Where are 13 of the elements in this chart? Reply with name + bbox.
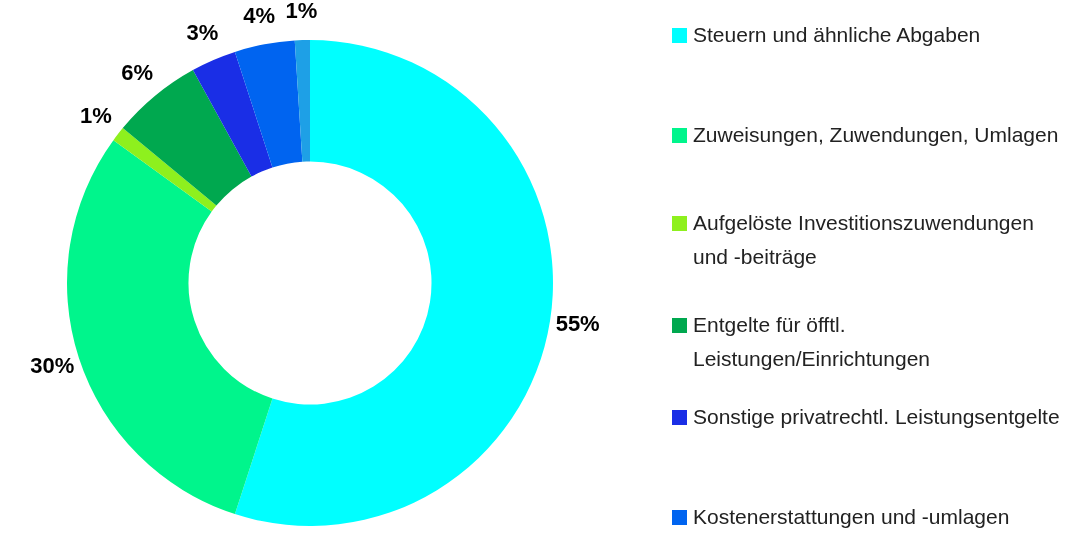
legend-label: Zuweisungen, Zuwendungen, Umlagen — [693, 123, 1059, 146]
legend-label: Aufgelöste Investitionszuwendungen und -beiträge — [693, 211, 1034, 268]
legend-label: Steuern und ähnliche Abgaben — [693, 23, 981, 46]
data-label: 4% — [243, 2, 276, 28]
data-label: 30% — [30, 352, 75, 378]
data-label: 1% — [285, 0, 318, 24]
legend-label: Kostenerstattungen und -umlagen — [693, 505, 1010, 528]
data-label: 6% — [121, 60, 154, 86]
data-label: 55% — [555, 311, 600, 337]
data-label: 1% — [79, 102, 112, 128]
legend-label: Sonstige privatrechtl. Leistungsentgelte — [693, 405, 1060, 428]
legend-label: Entgelte für öfftl. Leistungen/Einrichtungen — [693, 313, 931, 370]
data-label: 3% — [186, 20, 219, 46]
